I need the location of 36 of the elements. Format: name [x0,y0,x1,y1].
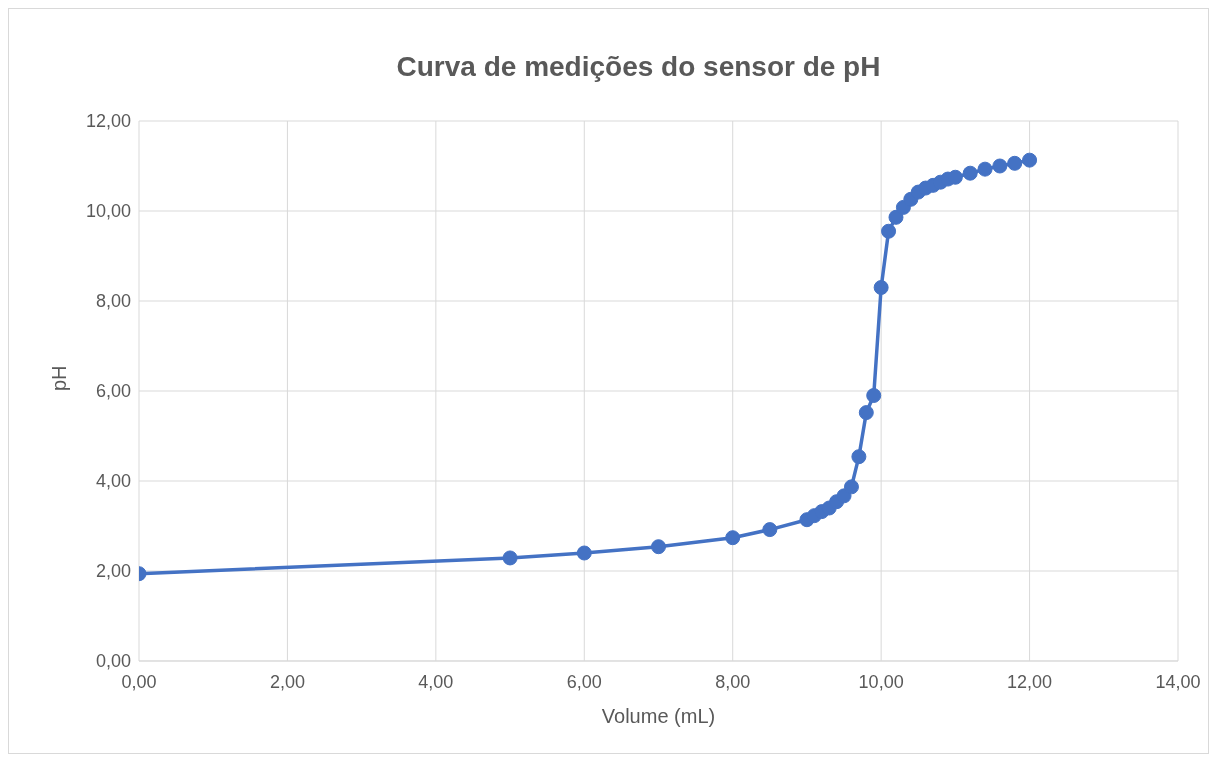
point [873,280,889,295]
y-axis-title: pH [48,365,71,391]
point [725,530,741,546]
x-tick-label: 4,00 [418,671,454,692]
point [762,522,778,538]
y-tick-label: 12,00 [85,111,131,132]
point [576,545,592,561]
y-tick-label: 10,00 [85,201,131,222]
x-tick-label: 10,00 [858,671,904,692]
chart-title: Curva de medições do sensor de pH [395,51,882,84]
point [992,158,1008,174]
point [977,161,993,177]
x-tick-label: 8,00 [715,671,751,692]
x-tick-label: 2,00 [269,671,305,692]
point [843,479,859,495]
point [888,209,904,225]
point [1007,155,1023,171]
y-tick-label: 2,00 [95,561,131,582]
x-tick-label: 0,00 [121,671,157,692]
point [962,165,978,181]
x-tick-label: 6,00 [566,671,602,692]
y-tick-label: 4,00 [95,471,131,492]
point [851,449,867,465]
point [881,223,897,239]
point [858,405,874,421]
y-tick-label: 8,00 [95,291,131,312]
point [651,539,666,555]
point [1022,152,1038,168]
x-tick-label: 14,00 [1155,671,1201,692]
y-tick-label: 0,00 [95,651,131,672]
y-tick-label: 6,00 [95,381,131,402]
point [502,550,518,566]
x-axis-title: Volume (mL) [601,705,716,727]
point [866,388,882,403]
x-tick-label: 12,00 [1007,671,1053,692]
point [836,488,852,504]
